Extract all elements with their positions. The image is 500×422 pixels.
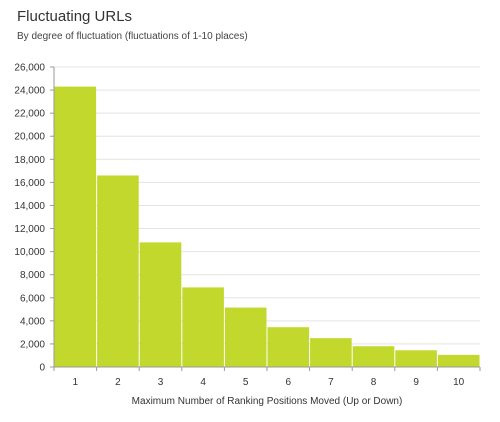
x-tick-label: 2 bbox=[115, 377, 121, 388]
y-tick-label: 18,000 bbox=[14, 155, 45, 166]
x-tick-label: 7 bbox=[328, 377, 334, 388]
chart-subtitle: By degree of fluctuation (fluctuations o… bbox=[17, 31, 248, 42]
chart-title: Fluctuating URLs bbox=[17, 8, 133, 25]
x-tick-label: 8 bbox=[371, 377, 377, 388]
tick-labels: 0 2,000 4,000 6,000 8,000 10,000 12,000 14,000 1… bbox=[14, 63, 464, 389]
bar-2 bbox=[97, 175, 139, 367]
bar-9 bbox=[395, 350, 437, 367]
y-tick-label: 14,000 bbox=[14, 201, 45, 212]
x-tick-label: 9 bbox=[413, 377, 419, 388]
x-tick-label: 5 bbox=[243, 377, 249, 388]
bar-3 bbox=[139, 242, 182, 367]
y-tick-label: 10,000 bbox=[14, 247, 45, 258]
y-tick-label: 6,000 bbox=[20, 293, 45, 304]
x-tick-label: 3 bbox=[158, 377, 164, 388]
x-tick-label: 6 bbox=[286, 377, 292, 388]
bar-5 bbox=[224, 307, 267, 367]
bar-7 bbox=[310, 338, 352, 367]
axes bbox=[50, 66, 481, 371]
bar-1 bbox=[54, 86, 97, 367]
x-tick-label: 4 bbox=[200, 377, 206, 388]
bar-6 bbox=[267, 327, 310, 367]
bar-4 bbox=[182, 287, 224, 367]
bar-8 bbox=[352, 346, 395, 367]
bar-10 bbox=[437, 354, 480, 367]
y-tick-label: 8,000 bbox=[20, 270, 45, 281]
y-tick-label: 0 bbox=[39, 363, 45, 374]
y-tick-label: 12,000 bbox=[14, 224, 45, 235]
y-tick-label: 22,000 bbox=[14, 109, 45, 120]
x-axis-title: Maximum Number of Ranking Positions Move… bbox=[132, 396, 403, 407]
y-tick-label: 16,000 bbox=[14, 178, 45, 189]
x-tick-label: 10 bbox=[453, 377, 465, 388]
y-tick-label: 26,000 bbox=[14, 63, 45, 74]
y-tick-label: 24,000 bbox=[14, 86, 45, 97]
x-tick-label: 1 bbox=[73, 377, 79, 388]
y-tick-label: 2,000 bbox=[20, 339, 45, 350]
y-tick-label: 4,000 bbox=[20, 316, 45, 327]
bars bbox=[54, 86, 480, 367]
y-tick-label: 20,000 bbox=[14, 132, 45, 143]
